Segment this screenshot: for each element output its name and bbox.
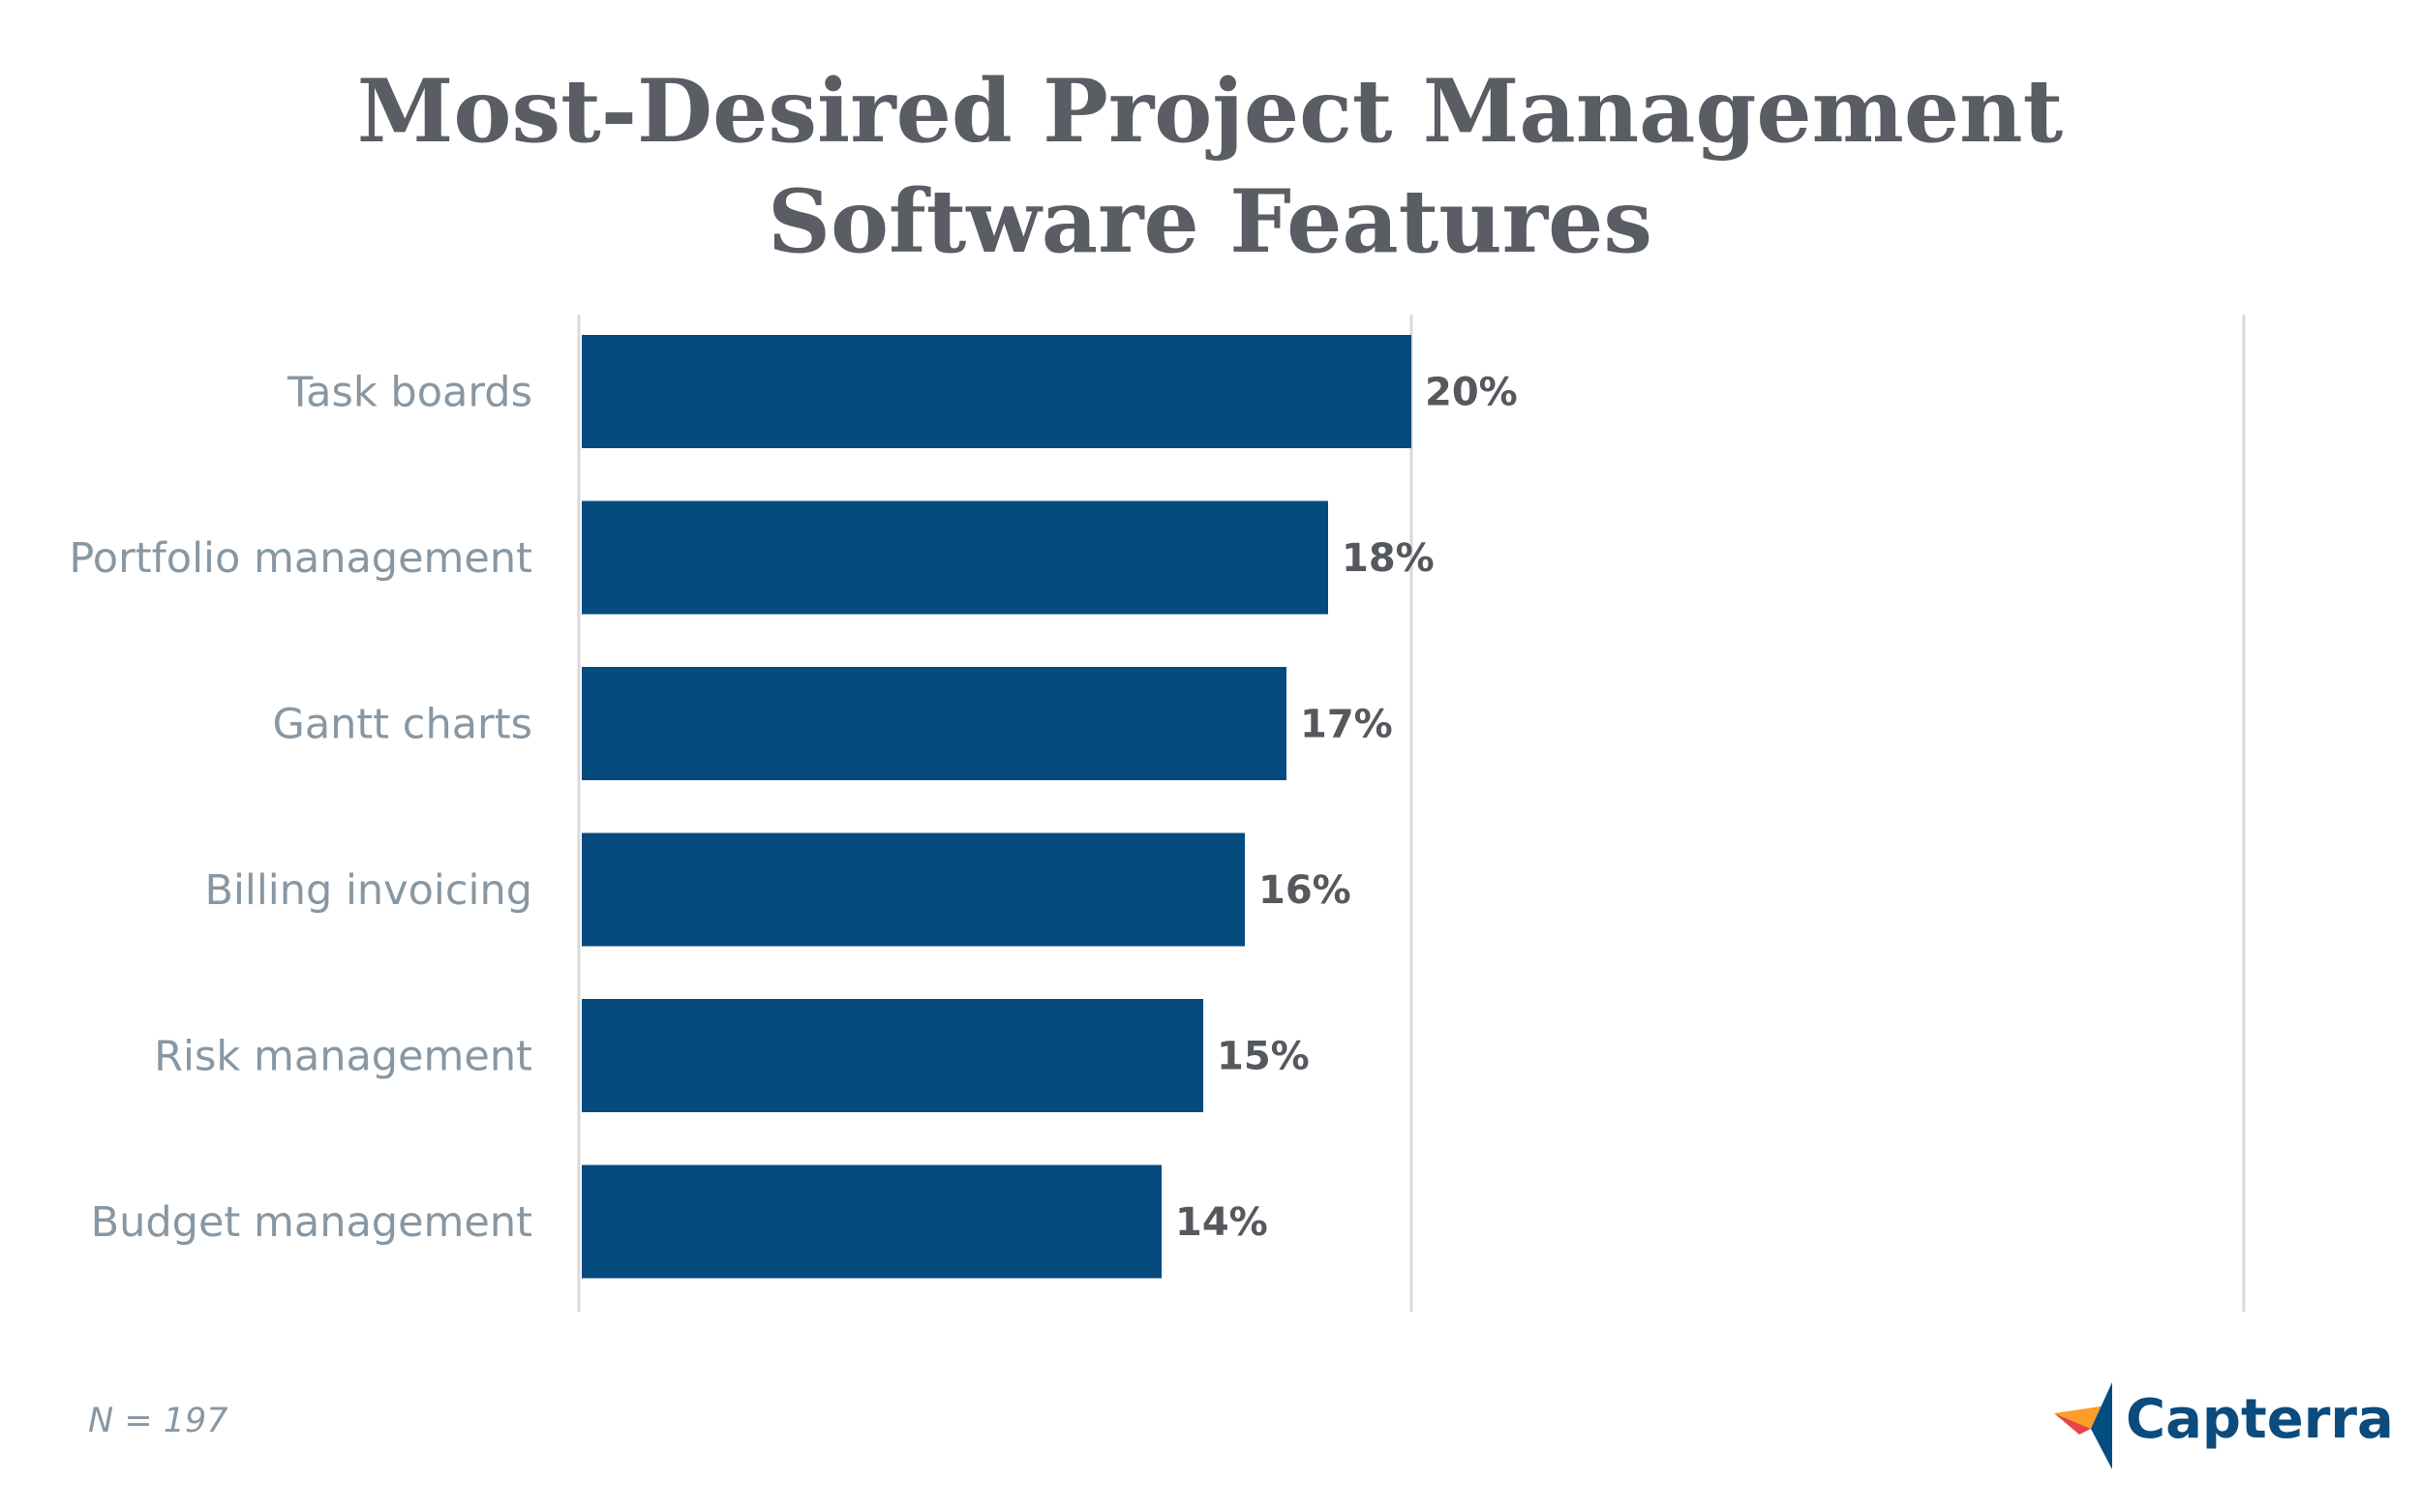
bar-3: [582, 832, 1245, 947]
value-label-3: 16%: [1258, 868, 1351, 913]
capterra-logo-icon: [2054, 1382, 2112, 1469]
grid-lines: [577, 315, 2246, 1312]
value-label-0: 20%: [1425, 371, 1518, 415]
category-label-3: Billing invoicing: [204, 866, 532, 915]
chart-title-line-2: Software Features: [767, 170, 1653, 273]
category-label-2: Gantt charts: [273, 701, 533, 749]
value-label-5: 14%: [1175, 1200, 1268, 1245]
bar-5: [582, 1164, 1162, 1279]
bar-4: [582, 999, 1203, 1112]
category-label-5: Budget management: [91, 1198, 532, 1247]
bar-1: [582, 500, 1328, 615]
value-label-4: 15%: [1217, 1035, 1310, 1079]
bars: [582, 335, 1411, 1279]
value-label-1: 18%: [1342, 536, 1435, 581]
bar-2: [582, 667, 1286, 780]
sample-size-note: N = 197: [88, 1402, 228, 1440]
chart-title: Most-Desired Project Management Software…: [0, 56, 2420, 277]
value-label-2: 17%: [1300, 703, 1393, 747]
capterra-logo: Capterra: [2052, 1382, 2394, 1469]
category-label-4: Risk management: [154, 1033, 532, 1081]
category-label-1: Portfolio management: [69, 534, 532, 583]
capterra-wordmark: Capterra: [2126, 1388, 2394, 1451]
bar-0: [582, 335, 1411, 448]
category-label-0: Task boards: [287, 369, 532, 417]
chart-title-line-1: Most-Desired Project Management: [356, 60, 2064, 163]
labels: Task boards 20% Portfolio management 18% Gan…: [69, 369, 1517, 1248]
